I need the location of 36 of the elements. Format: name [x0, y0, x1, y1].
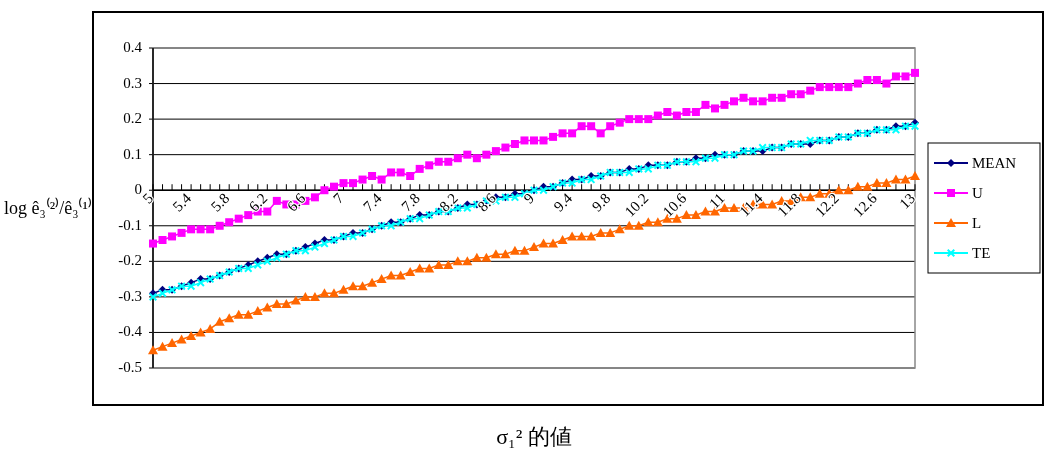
- legend-label: U: [972, 185, 983, 201]
- x-tick-label: 9: [520, 190, 538, 207]
- y-tick-label: -0.4: [118, 323, 143, 340]
- y-tick-label: -0.2: [118, 252, 142, 269]
- x-tick-label: 11.8: [774, 190, 804, 220]
- y-tick-label: -0.3: [118, 287, 142, 304]
- legend-label: L: [972, 215, 982, 231]
- x-tick-label: 7.4: [360, 189, 386, 215]
- x-tick-label: 12.2: [812, 190, 842, 220]
- y-tick-label: 0.1: [123, 145, 142, 162]
- x-axis-title: σ₁² 的値: [496, 424, 572, 449]
- x-tick-label: 6.2: [245, 190, 271, 215]
- x-tick-label: 10.6: [659, 189, 690, 220]
- y-tick-label: -0.1: [118, 216, 142, 233]
- x-tick-label: 5.4: [169, 189, 195, 215]
- x-tick-label: 7: [330, 189, 347, 207]
- x-tick-label: 7.8: [398, 190, 423, 215]
- x-tick-label: 8.2: [436, 190, 461, 215]
- y-tick-label: 0.4: [123, 39, 143, 55]
- x-tick-label: 11: [706, 190, 728, 212]
- y-axis-title: log ê₃⁽²⁾/ê₃⁽¹⁾: [4, 197, 92, 218]
- y-tick-label: 0.2: [123, 110, 142, 127]
- x-tick-label: 8.6: [474, 189, 500, 215]
- legend-label: TE: [972, 245, 991, 261]
- x-tick-label: 13: [896, 190, 919, 212]
- legend-label: MEAN: [972, 155, 1017, 171]
- y-tick-label: -0.5: [118, 359, 142, 375]
- x-tick-label: 9.4: [550, 189, 576, 215]
- x-tick-label: 5.8: [207, 190, 233, 215]
- x-tick-label: 10.2: [621, 190, 652, 220]
- y-tick-label: 0.3: [123, 74, 142, 91]
- x-tick-label: 11.4: [736, 189, 767, 220]
- y-tick-label: 0: [134, 181, 142, 198]
- x-tick-label: 9.8: [588, 190, 614, 215]
- x-tick-label: 12.6: [850, 189, 881, 220]
- x-tick-label: 6.6: [283, 189, 309, 215]
